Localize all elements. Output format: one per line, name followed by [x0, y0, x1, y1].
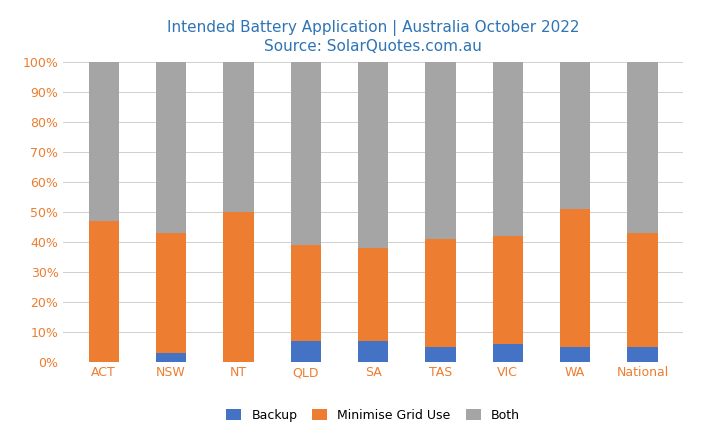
- Bar: [291, 245, 321, 340]
- Bar: [493, 62, 523, 235]
- Bar: [358, 340, 389, 362]
- Bar: [560, 209, 590, 347]
- Bar: [291, 62, 321, 245]
- Title: Intended Battery Application | Australia October 2022
Source: SolarQuotes.com.au: Intended Battery Application | Australia…: [167, 20, 579, 54]
- Bar: [291, 340, 321, 362]
- Bar: [358, 62, 389, 248]
- Bar: [223, 62, 253, 212]
- Legend: Backup, Minimise Grid Use, Both: Backup, Minimise Grid Use, Both: [222, 404, 524, 427]
- Bar: [89, 220, 119, 362]
- Bar: [156, 62, 187, 233]
- Bar: [425, 239, 455, 347]
- Bar: [493, 344, 523, 362]
- Bar: [627, 62, 658, 233]
- Bar: [627, 233, 658, 347]
- Bar: [627, 347, 658, 362]
- Bar: [156, 353, 187, 362]
- Bar: [425, 347, 455, 362]
- Bar: [493, 235, 523, 344]
- Bar: [560, 347, 590, 362]
- Bar: [358, 248, 389, 340]
- Bar: [425, 62, 455, 239]
- Bar: [560, 62, 590, 209]
- Bar: [89, 62, 119, 220]
- Bar: [223, 212, 253, 362]
- Bar: [156, 233, 187, 353]
